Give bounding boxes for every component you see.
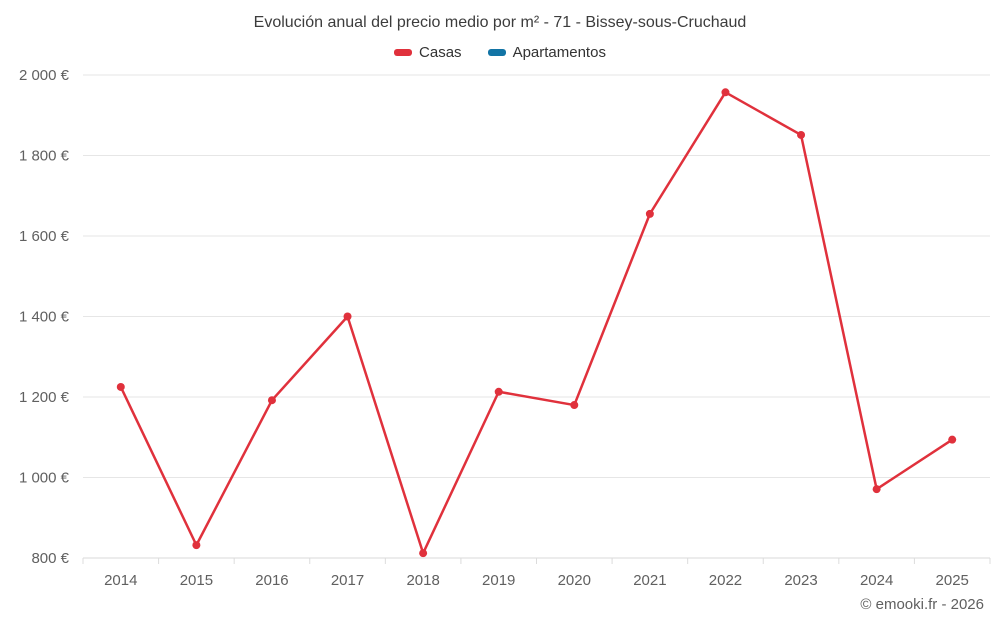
svg-text:1 000 €: 1 000 € (19, 470, 70, 487)
legend-item-casas[interactable]: Casas (394, 44, 462, 61)
svg-text:2020: 2020 (558, 572, 591, 589)
svg-text:2014: 2014 (104, 572, 137, 589)
credit-link[interactable]: © emooki.fr - 2026 (860, 596, 984, 613)
svg-text:2025: 2025 (936, 572, 969, 589)
legend-item-apartamentos[interactable]: Apartamentos (487, 44, 606, 61)
svg-text:2023: 2023 (784, 572, 817, 589)
svg-text:800 €: 800 € (31, 550, 69, 567)
svg-text:1 400 €: 1 400 € (19, 309, 70, 326)
svg-text:2021: 2021 (633, 572, 666, 589)
chart-title: Evolución anual del precio medio por m² … (253, 14, 747, 31)
svg-text:2024: 2024 (860, 572, 893, 589)
svg-text:1 800 €: 1 800 € (19, 148, 70, 165)
svg-text:2017: 2017 (331, 572, 364, 589)
svg-text:2016: 2016 (255, 572, 288, 589)
svg-text:2022: 2022 (709, 572, 742, 589)
svg-text:2015: 2015 (180, 572, 213, 589)
svg-text:2018: 2018 (406, 572, 439, 589)
casas-series-swatch-icon (394, 49, 413, 56)
svg-text:1 200 €: 1 200 € (19, 389, 70, 406)
legend-label-apartamentos: Apartamentos (512, 44, 606, 61)
legend-label-casas: Casas (419, 44, 462, 61)
svg-text:2019: 2019 (482, 572, 515, 589)
legend: Casas Apartamentos (0, 44, 1000, 61)
svg-text:2 000 €: 2 000 € (19, 67, 70, 84)
apartamentos-series-swatch-icon (487, 49, 506, 56)
svg-text:1 600 €: 1 600 € (19, 228, 70, 245)
